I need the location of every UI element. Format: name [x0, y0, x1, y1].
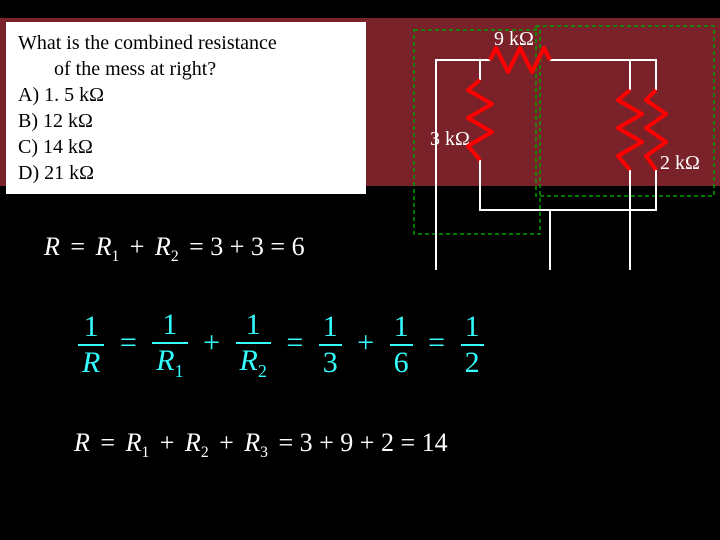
option-a: A) 1. 5 kΩ — [18, 82, 354, 108]
resistor-9k — [490, 48, 550, 72]
resistors — [468, 48, 666, 170]
resistor-3k — [468, 80, 492, 160]
equation-2: 1R = 1R1 + 1R2 = 13 + 16 = 12 — [74, 310, 488, 380]
dashed-box-right — [536, 26, 714, 196]
question-line1: What is the combined resistance — [18, 30, 354, 56]
circuit-diagram — [400, 20, 720, 280]
question-line2: of the mess at right? — [18, 56, 354, 82]
resistor-2k-b — [646, 90, 666, 170]
option-b: B) 12 kΩ — [18, 108, 354, 134]
equation-1: R = R1 + R2 = 3 + 3 = 6 — [44, 232, 309, 266]
option-d: D) 21 kΩ — [18, 160, 354, 186]
question-box: What is the combined resistance of the m… — [6, 22, 366, 194]
resistor-2k-a — [618, 90, 642, 170]
equation-3: R = R1 + R2 + R3 = 3 + 9 + 2 = 14 — [74, 428, 452, 462]
option-c: C) 14 kΩ — [18, 134, 354, 160]
